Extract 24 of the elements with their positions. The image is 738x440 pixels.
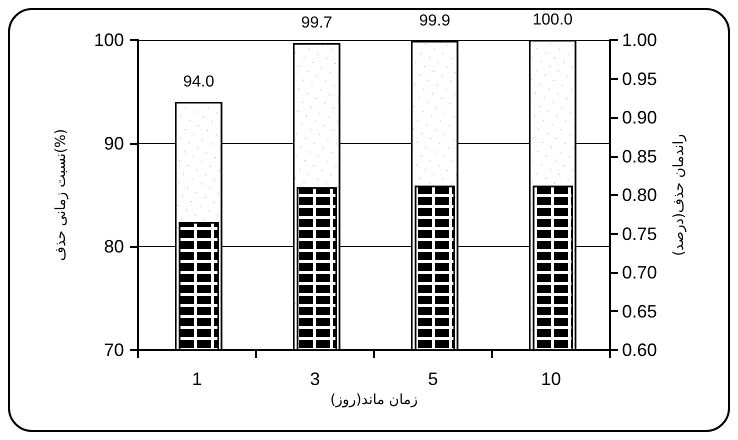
y-tick-label: 100 — [94, 30, 124, 50]
y-tick-label: 90 — [104, 133, 124, 154]
y2-tick-label: 0.85 — [622, 146, 658, 166]
y2-tick-label: 1.00 — [622, 30, 658, 50]
y-tick-label: 70 — [104, 340, 124, 360]
data-label: 100.0 — [532, 12, 573, 28]
x-tick-label: 10 — [540, 369, 562, 389]
y2-tick-label: 0.60 — [622, 340, 658, 360]
y2-tick-label: 0.65 — [622, 301, 658, 322]
y2-tick-label: 0.80 — [622, 185, 658, 205]
y2-tick-label: 0.75 — [622, 224, 658, 244]
x-axis-title: زمان ماند(روز) — [330, 392, 418, 408]
data-label: 94.0 — [183, 74, 214, 90]
y2-tick-label: 0.95 — [622, 68, 658, 89]
x-tick-label: 5 — [428, 369, 438, 389]
data-label: 99.9 — [419, 12, 450, 30]
x-tick-label: 3 — [310, 369, 320, 389]
x-tick-label: 1 — [192, 369, 202, 389]
y2-axis-title: راندمان حذف(درصد) — [671, 134, 687, 256]
y2-tick-label: 0.90 — [622, 108, 658, 128]
y2-tick-label: 0.70 — [622, 262, 658, 282]
y-axis-title: نسبت زمانی حذف(%) — [53, 128, 69, 262]
data-label: 99.7 — [301, 14, 332, 32]
y-tick-label: 80 — [104, 236, 124, 257]
